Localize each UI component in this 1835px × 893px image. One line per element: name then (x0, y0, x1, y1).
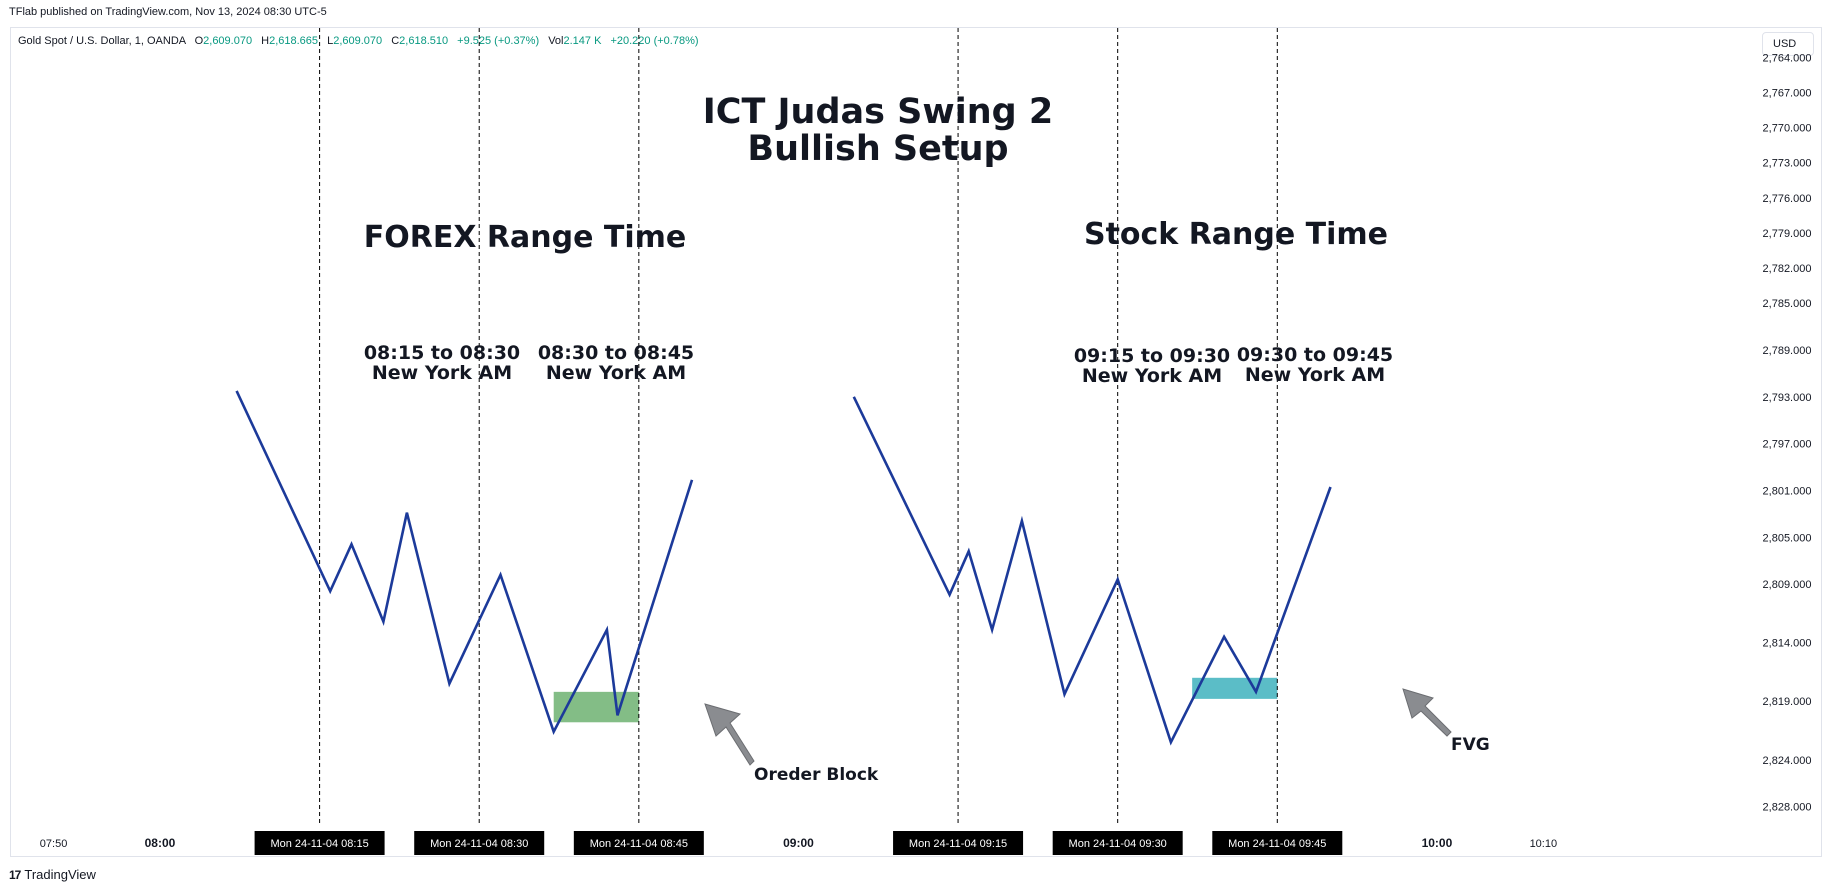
price-tick-label: 2,785.000 (1763, 298, 1812, 310)
close-value: 2,618.510 (399, 35, 449, 47)
price-tick-label: 2,824.000 (1763, 755, 1812, 767)
price-tick-label: 2,773.000 (1763, 158, 1812, 170)
price-tick-label: 2,814.000 (1763, 638, 1812, 650)
open-label: O (194, 35, 204, 47)
chart-title: ICT Judas Swing 2 Bullish Setup (703, 92, 1053, 169)
time-tick-label: 08:00 (145, 836, 176, 850)
time-tag-label: Mon 24-11-04 09:45 (1228, 838, 1326, 850)
annotation-line: New York AM (1245, 364, 1385, 386)
fvg-label: FVG (1451, 735, 1490, 755)
high-value: 2,618.665 (269, 35, 319, 47)
time-tick-label: 10:10 (1530, 838, 1558, 850)
time-tick-label: 09:00 (783, 836, 814, 850)
symbol-legend[interactable]: Gold Spot / U.S. Dollar, 1, OANDA O2,609… (18, 35, 699, 47)
annotation-line: 08:30 to 08:45 (538, 342, 694, 364)
window-label-0815: 08:15 to 08:30 New York AM (364, 342, 520, 384)
tradingview-logo-icon: 17 (9, 867, 21, 882)
volume-change: +20.220 (+0.78%) (610, 35, 699, 47)
fvg-arrow-icon (1402, 688, 1452, 737)
forex-range-label: FOREX Range Time (364, 220, 687, 255)
annotation-line: 09:15 to 09:30 (1074, 345, 1230, 367)
annotation-line: 09:30 to 09:45 (1237, 344, 1393, 366)
price-line-2 (852, 396, 1332, 746)
time-tag-box (414, 831, 545, 855)
time-tag-box (254, 831, 385, 855)
time-tag-label: Mon 24-11-04 08:15 (270, 838, 368, 850)
annotation-line: 08:15 to 08:30 (364, 342, 520, 364)
price-line-1 (235, 390, 694, 735)
low-label: L (327, 35, 334, 47)
chart-frame (10, 27, 1822, 857)
price-tick-label: 2,828.000 (1763, 802, 1812, 814)
price-tick-label: 2,801.000 (1763, 485, 1812, 497)
window-label-0930: 09:30 to 09:45 New York AM (1237, 344, 1393, 386)
window-label-0830: 08:30 to 08:45 New York AM (538, 342, 694, 384)
annotation-line: ICT Judas Swing 2 (703, 92, 1053, 132)
annotation-line: Bullish Setup (747, 129, 1008, 169)
price-tick-label: 2,779.000 (1763, 228, 1812, 240)
price-tick-label: 2,793.000 (1763, 392, 1812, 404)
time-tag-label: Mon 24-11-04 08:30 (430, 838, 528, 850)
time-tick-label: 07:50 (40, 838, 68, 850)
price-tick-label: 2,767.000 (1763, 87, 1812, 99)
window-label-0915: 09:15 to 09:30 New York AM (1074, 345, 1230, 387)
price-tick-label: 2,789.000 (1763, 345, 1812, 357)
time-tick-label: 10:00 (1422, 836, 1453, 850)
time-tag-box (893, 831, 1024, 855)
annotation-line: New York AM (372, 362, 512, 384)
time-tag-box (1052, 831, 1183, 855)
fvg-zone (1192, 677, 1278, 699)
tradingview-brand[interactable]: 17 TradingView (9, 867, 96, 882)
price-tick-label: 2,770.000 (1763, 123, 1812, 135)
brand-name: TradingView (24, 867, 96, 882)
volume-value: 2.147 K (563, 35, 602, 47)
time-tag-label: Mon 24-11-04 09:30 (1069, 838, 1167, 850)
price-tick-label: 2,776.000 (1763, 193, 1812, 205)
open-value: 2,609.070 (203, 35, 253, 47)
annotation-line: New York AM (1082, 365, 1222, 387)
publisher-caption: TFlab published on TradingView.com, Nov … (9, 6, 327, 18)
time-tag-box (1212, 831, 1343, 855)
order-block-arrow-icon (704, 703, 755, 766)
annotation-line: New York AM (546, 362, 686, 384)
price-tick-label: 2,819.000 (1763, 696, 1812, 708)
time-tag-label: Mon 24-11-04 08:45 (590, 838, 688, 850)
price-tick-label: 2,809.000 (1763, 579, 1812, 591)
change-value: +9.525 (+0.37%) (457, 35, 540, 47)
time-tag-label: Mon 24-11-04 09:15 (909, 838, 1007, 850)
low-value: 2,609.070 (333, 35, 383, 47)
order-block-label: Oreder Block (754, 765, 879, 785)
price-tick-label: 2,782.000 (1763, 263, 1812, 275)
symbol-name[interactable]: Gold Spot / U.S. Dollar, 1, OANDA (18, 35, 186, 47)
price-tick-label: 2,797.000 (1763, 439, 1812, 451)
high-label: H (261, 35, 270, 47)
price-tick-label: 2,764.000 (1763, 52, 1812, 64)
stock-range-label: Stock Range Time (1084, 217, 1388, 252)
time-tag-box (573, 831, 704, 855)
volume-label: Vol (548, 35, 564, 47)
currency-button[interactable]: USD (1762, 32, 1814, 56)
price-tick-label: 2,805.000 (1763, 532, 1812, 544)
close-label: C (391, 35, 400, 47)
